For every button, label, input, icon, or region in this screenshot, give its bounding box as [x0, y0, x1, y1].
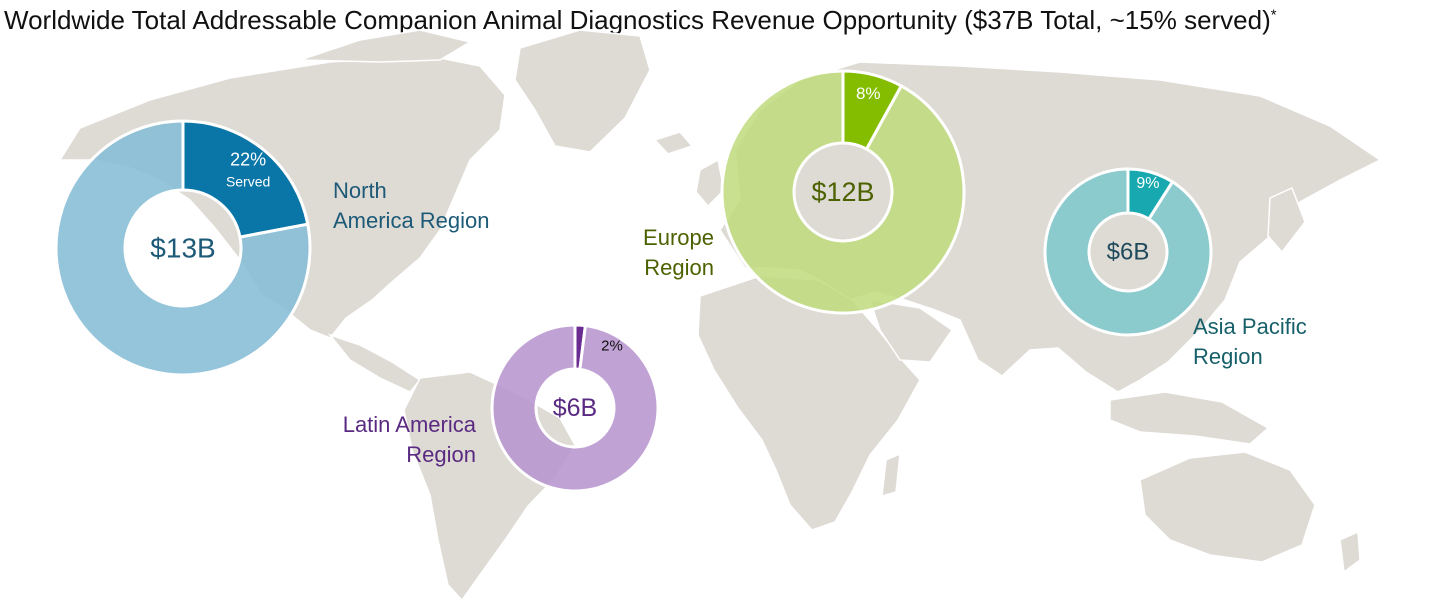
- title-footnote: *: [1270, 6, 1277, 24]
- landmass-se-asia-islands: [1109, 391, 1270, 445]
- donut-1: $13B 22% Served: [54, 119, 312, 377]
- slice-unserved: [490, 323, 660, 493]
- landmass-japan: [1267, 186, 1306, 254]
- landmass-arctic-islands: [299, 29, 472, 63]
- landmass-central-america: [327, 333, 422, 393]
- donut-total-label: $12B: [811, 177, 874, 207]
- donut-3: $6B 2%: [490, 323, 660, 493]
- landmass-australia: [1139, 451, 1316, 563]
- slice-unserved: [54, 119, 312, 377]
- donut-total-label: $6B: [1107, 239, 1150, 266]
- landmass-uk: [695, 158, 725, 208]
- slice-served: [181, 119, 310, 239]
- served-sublabel: Served: [226, 173, 270, 189]
- served-pct-label: 8%: [856, 84, 881, 103]
- region-label-asia-pacific: Asia Pacific Region: [1193, 314, 1307, 369]
- donut-total-label: $13B: [150, 233, 215, 264]
- slice-unserved: [720, 69, 966, 315]
- title-text: Worldwide Total Addressable Companion An…: [4, 5, 1271, 35]
- landmass-madagascar: [881, 452, 901, 498]
- donut-charts: $13B 22% Served $12B 8% $6B 2% $6B 9%: [54, 69, 1213, 493]
- served-pct-label: 22%: [230, 149, 266, 169]
- donut-4: $6B 9%: [1043, 167, 1213, 337]
- served-pct-label: 9%: [1136, 175, 1159, 192]
- landmass-iceland: [653, 131, 694, 155]
- slice-unserved: [1043, 167, 1213, 337]
- donut-total-label: $6B: [553, 394, 597, 422]
- region-label-europe: Europe Region: [643, 225, 714, 280]
- served-pct-label: 2%: [601, 338, 623, 355]
- landmass-greenland: [514, 29, 651, 153]
- region-label-latin-america: Latin America Region: [342, 412, 476, 467]
- page-title: Worldwide Total Addressable Companion An…: [4, 4, 1456, 37]
- landmass-new-zealand: [1339, 530, 1361, 574]
- region-label-north-america: North America Region: [333, 178, 490, 233]
- landmass-arabia: [868, 299, 954, 363]
- donut-2: $12B 8%: [720, 69, 966, 315]
